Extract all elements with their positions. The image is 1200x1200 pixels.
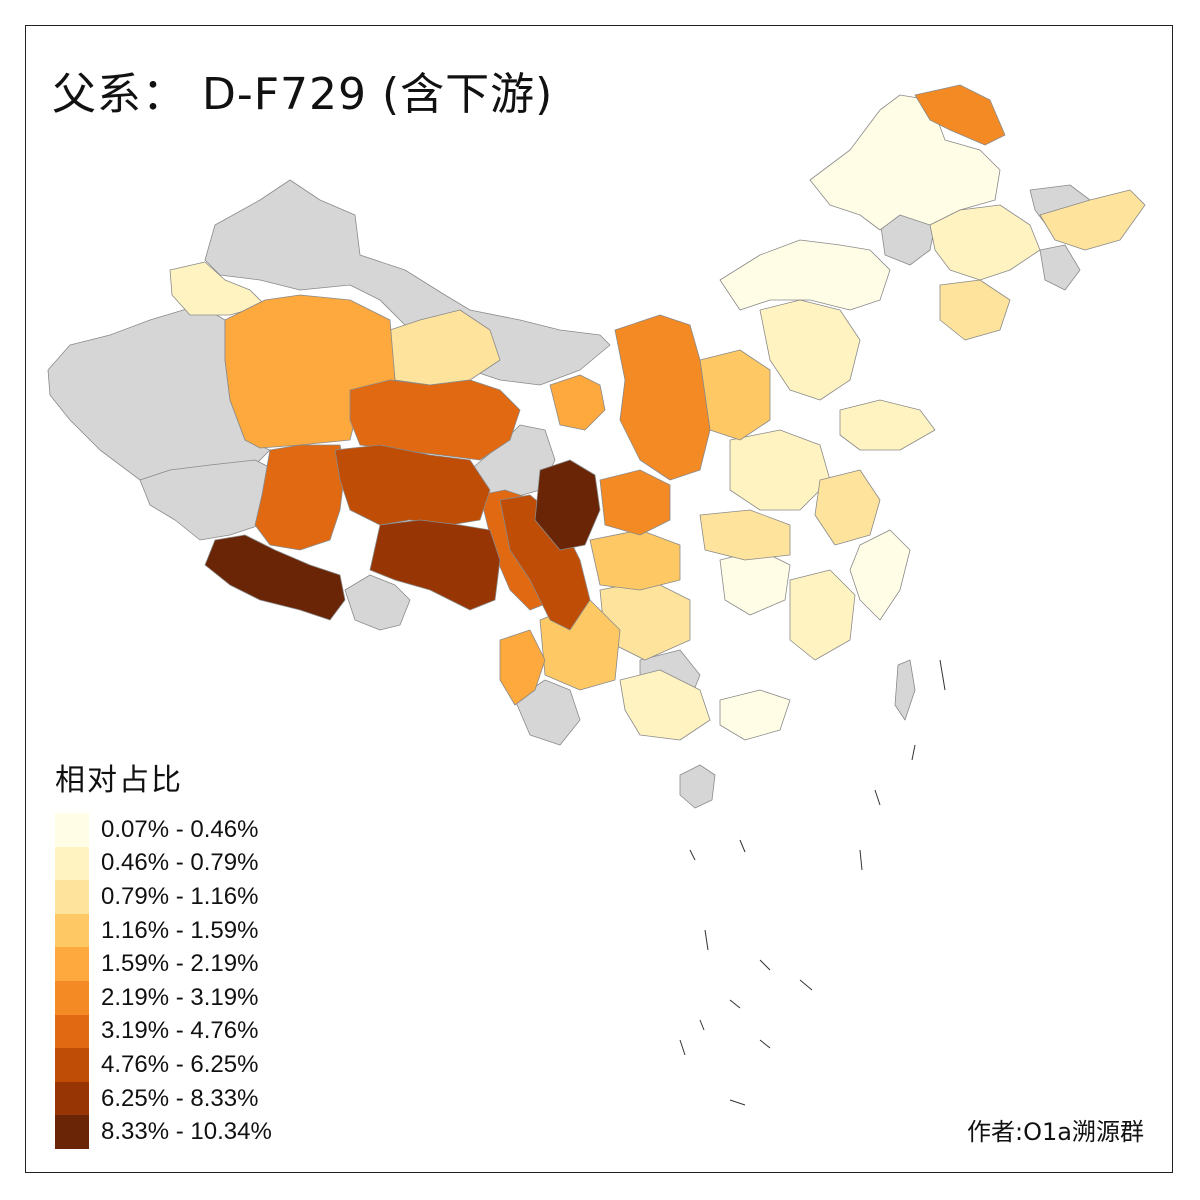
region-taiwan [894,659,916,721]
region-jilin-east [1039,244,1081,291]
legend-item: 1.59% - 2.19% [55,947,272,981]
legend-swatch [55,846,89,881]
legend-title: 相对占比 [55,763,183,798]
legend-label: 4.76% - 6.25% [101,1050,259,1078]
legend-swatch [55,880,89,914]
region-yunnan-south [514,679,581,746]
region-tibet-south [344,574,411,631]
legend-item: 1.16% - 1.59% [55,913,272,948]
legend-swatch [55,1115,89,1149]
legend-items: 0.07% - 0.46% 0.46% - 0.79% 0.79% - 1.16% 1… [55,813,272,1149]
region-tibet-west [254,444,346,551]
region-hubei [699,509,791,561]
region-liaoning [939,279,1011,341]
region-inner-mongolia-west [389,309,501,386]
region-anhui [814,469,881,546]
legend-item: 0.46% - 0.79% [55,846,272,881]
legend-label: 0.46% - 0.79% [101,849,259,877]
region-heilongjiang [809,94,1001,231]
legend-swatch [55,947,89,981]
legend-label: 8.33% - 10.34% [101,1118,272,1146]
map-frame [25,25,1173,1173]
region-hebei [759,299,861,401]
region-heilongjiang-se [1039,189,1146,251]
region-shanxi [699,349,771,441]
region-hunan-central [719,549,791,616]
legend-item: 2.19% - 3.19% [55,980,272,1015]
legend-label: 1.16% - 1.59% [101,916,259,944]
legend-swatch [55,1014,89,1049]
region-guangdong-west [719,689,791,741]
legend-item: 8.33% - 10.34% [55,1115,272,1149]
author-credit: 作者:O1a溯源群 [967,1118,1144,1146]
region-tibet-east [369,519,501,611]
legend-swatch [55,980,89,1015]
region-jiangxi [789,569,856,661]
region-chongqing [599,469,671,536]
region-guangxi [619,669,711,741]
legend-label: 2.19% - 3.19% [101,983,259,1011]
region-ningxia-shaanxi [614,314,711,481]
legend-item: 6.25% - 8.33% [55,1081,272,1116]
region-qinghai [349,379,521,461]
region-yunnan-west [499,629,546,706]
legend-item: 3.19% - 4.76% [55,1014,272,1049]
region-jilin [929,204,1041,281]
region-gansu-south [534,459,601,551]
region-henan [729,429,831,511]
legend-label: 1.59% - 2.19% [101,950,259,978]
region-shandong [839,399,936,451]
legend-swatch [55,813,89,847]
legend-label: 3.19% - 4.76% [101,1017,259,1045]
region-sichuan-east [589,529,681,591]
legend-label: 0.79% - 1.16% [101,882,259,910]
region-tibet-south-west [204,534,346,621]
legend-label: 6.25% - 8.33% [101,1084,259,1112]
legend-item: 4.76% - 6.25% [55,1048,272,1082]
legend-swatch [55,1048,89,1082]
south-china-sea-islands [679,659,946,1106]
legend: 相对占比 0.07% - 0.46% 0.46% - 0.79% 0.79% - 1… [55,755,272,1149]
legend-swatch [55,913,89,948]
legend-label: 0.07% - 0.46% [101,815,259,843]
region-tibet-central [334,444,491,526]
region-heilongjiang-north [914,84,1006,146]
region-jiangsu-zhejiang [849,529,911,621]
region-xinjiang-north [204,179,611,386]
legend-swatch [55,1081,89,1116]
region-hainan [679,764,716,809]
legend-item: 0.79% - 1.16% [55,880,272,914]
region-gansu-strip [549,374,606,431]
legend-item: 0.07% - 0.46% [55,813,272,847]
region-inner-mongolia-central [719,239,891,311]
map-title: 父系： D-F729 (含下游) [52,69,554,120]
